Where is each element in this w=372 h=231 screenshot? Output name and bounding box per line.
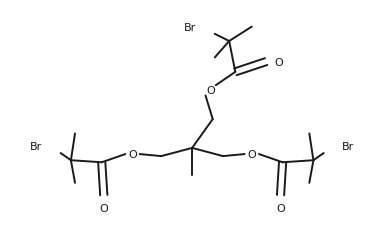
Text: Br: Br: [342, 141, 355, 151]
Text: O: O: [247, 149, 256, 159]
Text: O: O: [206, 86, 215, 96]
Text: O: O: [99, 204, 108, 213]
Text: Br: Br: [184, 23, 196, 33]
Text: Br: Br: [30, 141, 42, 151]
Text: O: O: [128, 149, 137, 159]
Text: O: O: [276, 204, 285, 213]
Text: O: O: [275, 57, 283, 67]
